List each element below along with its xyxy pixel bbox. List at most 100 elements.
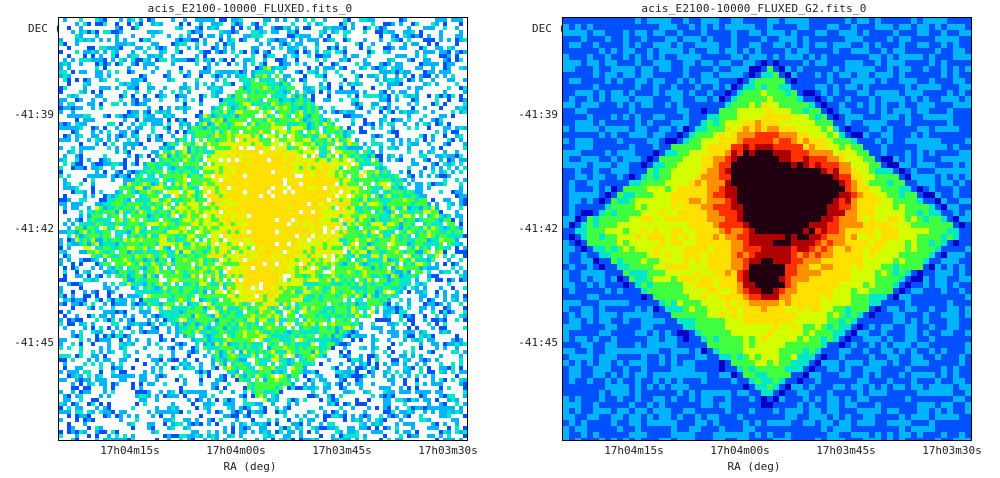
pixel xyxy=(391,178,395,182)
pixel xyxy=(71,298,75,302)
pixel xyxy=(255,66,259,70)
pixel xyxy=(423,238,427,242)
pixel xyxy=(227,202,231,206)
pixel xyxy=(367,294,371,298)
pixel xyxy=(415,230,419,234)
pixel xyxy=(227,254,231,258)
pixel xyxy=(119,222,123,226)
pixel xyxy=(75,270,79,274)
pixel xyxy=(267,86,271,90)
pixel xyxy=(407,142,411,146)
pixel xyxy=(159,254,163,258)
pixel xyxy=(435,254,439,258)
pixel xyxy=(295,278,299,282)
pixel xyxy=(191,158,195,162)
pixel xyxy=(423,262,427,266)
pixel xyxy=(99,158,103,162)
pixel xyxy=(99,166,103,170)
pixel xyxy=(335,286,339,290)
pixel xyxy=(311,178,315,182)
pixel xyxy=(343,66,347,70)
pixel xyxy=(95,218,99,222)
pixel xyxy=(203,118,207,122)
pixel xyxy=(147,234,151,238)
pixel xyxy=(387,206,391,210)
pixel xyxy=(415,50,419,54)
pixel xyxy=(363,94,367,98)
pixel xyxy=(267,250,271,254)
pixel xyxy=(303,190,307,194)
pixel xyxy=(291,262,295,266)
pixel xyxy=(307,282,311,286)
pixel xyxy=(419,294,423,298)
pixel xyxy=(375,202,379,206)
pixel xyxy=(287,298,291,302)
pixel xyxy=(399,142,403,146)
pixel xyxy=(255,278,259,282)
pixel xyxy=(147,278,151,282)
left-fits-image[interactable] xyxy=(59,18,467,440)
pixel xyxy=(63,202,67,206)
pixel xyxy=(211,194,215,198)
pixel xyxy=(187,34,191,38)
pixel xyxy=(119,210,123,214)
pixel xyxy=(179,266,183,270)
pixel xyxy=(311,238,315,242)
pixel xyxy=(187,166,191,170)
pixel xyxy=(371,134,375,138)
pixel xyxy=(311,250,315,254)
pixel xyxy=(323,290,327,294)
pixel xyxy=(79,250,83,254)
pixel xyxy=(151,18,155,22)
pixel xyxy=(387,226,391,230)
pixel xyxy=(415,182,419,186)
left-image-frame[interactable] xyxy=(58,17,468,441)
pixel xyxy=(183,190,187,194)
pixel xyxy=(247,218,251,222)
pixel xyxy=(267,150,271,154)
pixel xyxy=(183,94,187,98)
pixel xyxy=(299,282,303,286)
pixel xyxy=(247,242,251,246)
pixel xyxy=(151,22,155,26)
pixel xyxy=(155,238,159,242)
pixel xyxy=(403,110,407,114)
pixel xyxy=(195,182,199,186)
pixel xyxy=(375,282,379,286)
pixel xyxy=(179,210,183,214)
pixel xyxy=(439,234,443,238)
pixel xyxy=(379,282,383,286)
pixel xyxy=(111,122,115,126)
pixel xyxy=(135,246,139,250)
pixel xyxy=(371,170,375,174)
pixel xyxy=(287,250,291,254)
pixel xyxy=(427,298,431,302)
pixel xyxy=(171,162,175,166)
pixel xyxy=(131,98,135,102)
pixel xyxy=(431,170,435,174)
pixel xyxy=(415,270,419,274)
pixel xyxy=(259,154,263,158)
pixel xyxy=(451,18,455,22)
pixel xyxy=(239,270,243,274)
pixel xyxy=(299,278,303,282)
pixel xyxy=(307,50,311,54)
pixel xyxy=(159,146,163,150)
pixel xyxy=(59,278,63,282)
pixel xyxy=(79,302,83,306)
pixel xyxy=(275,74,279,78)
pixel xyxy=(219,202,223,206)
pixel xyxy=(131,258,135,262)
pixel xyxy=(187,22,191,26)
pixel xyxy=(115,50,119,54)
pixel xyxy=(267,290,271,294)
pixel xyxy=(403,122,407,126)
pixel xyxy=(191,254,195,258)
pixel xyxy=(291,246,295,250)
pixel xyxy=(119,254,123,258)
pixel xyxy=(303,62,307,66)
pixel xyxy=(335,262,339,266)
pixel xyxy=(459,190,463,194)
pixel xyxy=(443,74,447,78)
pixel xyxy=(299,202,303,206)
